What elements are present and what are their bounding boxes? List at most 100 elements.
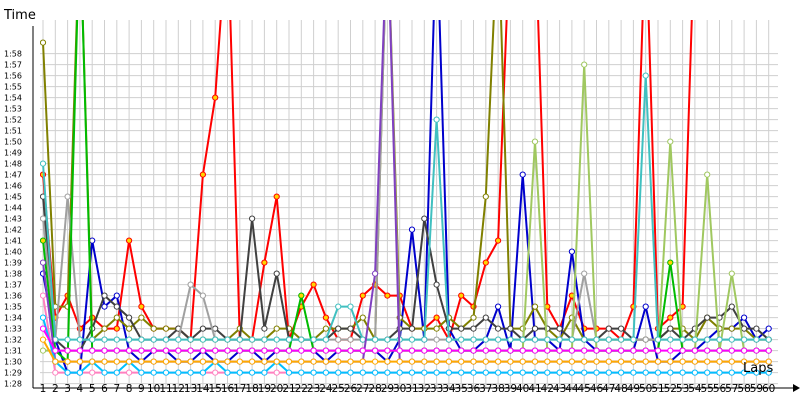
data-point xyxy=(495,358,502,365)
data-point xyxy=(89,336,96,343)
data-point xyxy=(310,369,317,376)
data-point xyxy=(322,347,329,354)
data-point xyxy=(741,336,748,343)
data-point xyxy=(519,347,526,354)
data-point xyxy=(322,369,329,376)
data-point xyxy=(679,358,686,365)
data-point xyxy=(224,336,231,343)
x-tick-label: 47 xyxy=(602,383,615,395)
data-point xyxy=(335,336,342,343)
data-point xyxy=(741,347,748,354)
data-point xyxy=(236,336,243,343)
data-point xyxy=(126,336,133,343)
data-point xyxy=(236,358,243,365)
data-point xyxy=(568,336,576,343)
x-tick-label: 34 xyxy=(442,383,456,395)
data-point xyxy=(396,358,403,365)
data-point xyxy=(347,358,354,365)
data-point xyxy=(421,347,428,354)
y-axis-title: Time xyxy=(3,8,36,23)
data-point xyxy=(310,347,317,354)
x-tick-label: 43 xyxy=(553,383,566,395)
x-tick-label: 60 xyxy=(762,383,775,395)
data-point xyxy=(544,358,551,365)
x-tick-label: 22 xyxy=(295,383,308,395)
data-point xyxy=(76,358,84,365)
data-point xyxy=(396,369,403,376)
y-tick-label: 1:37 xyxy=(4,281,22,290)
data-point xyxy=(704,369,711,376)
data-point xyxy=(273,358,280,365)
data-point xyxy=(261,369,268,376)
x-tick-label: 14 xyxy=(196,383,210,395)
x-tick-label: 6 xyxy=(101,383,108,395)
x-tick-label: 38 xyxy=(491,383,504,395)
data-point xyxy=(433,369,440,376)
data-point xyxy=(52,369,59,376)
data-point xyxy=(113,292,120,299)
data-point xyxy=(581,358,588,365)
data-point xyxy=(482,369,489,376)
x-tick-label: 17 xyxy=(233,383,246,395)
data-point xyxy=(470,358,477,365)
data-point xyxy=(458,347,465,354)
data-point xyxy=(482,259,489,266)
data-point xyxy=(372,347,379,354)
data-point xyxy=(728,358,735,365)
data-point xyxy=(126,369,133,376)
data-point xyxy=(470,347,477,354)
data-point xyxy=(359,347,366,354)
data-point xyxy=(593,369,600,376)
data-point xyxy=(728,347,735,354)
y-tick-label: 1:57 xyxy=(4,61,22,70)
data-point xyxy=(691,336,699,343)
data-point xyxy=(531,138,539,145)
data-point xyxy=(716,336,723,343)
data-point xyxy=(273,336,280,343)
x-tick-label: 31 xyxy=(405,383,418,395)
data-point xyxy=(285,347,293,354)
data-point xyxy=(593,358,600,365)
data-point xyxy=(679,347,686,354)
data-point xyxy=(765,347,772,354)
data-point xyxy=(113,347,120,354)
data-point xyxy=(310,336,317,343)
data-point xyxy=(421,358,428,365)
data-point xyxy=(249,369,256,376)
data-point xyxy=(150,369,157,376)
data-point xyxy=(224,347,231,354)
data-point xyxy=(126,237,133,244)
data-point xyxy=(568,358,576,365)
y-tick-label: 1:46 xyxy=(4,182,22,191)
data-point xyxy=(691,369,699,376)
data-point xyxy=(89,237,96,244)
data-point xyxy=(630,347,637,354)
data-point xyxy=(40,259,47,266)
data-point xyxy=(138,358,145,365)
data-point xyxy=(64,193,71,200)
x-tick-label: 7 xyxy=(113,383,120,395)
data-point xyxy=(310,281,317,288)
x-tick-label: 48 xyxy=(614,383,627,395)
x-tick-label: 24 xyxy=(319,383,333,395)
data-point xyxy=(273,369,280,376)
data-point xyxy=(507,336,514,343)
y-tick-label: 1:50 xyxy=(4,138,22,147)
data-point xyxy=(40,336,47,343)
y-tick-label: 1:54 xyxy=(4,94,22,103)
data-point xyxy=(261,259,268,266)
y-tick-label: 1:42 xyxy=(4,226,22,235)
data-point xyxy=(162,347,170,354)
x-tick-label: 45 xyxy=(578,383,591,395)
data-point xyxy=(630,358,637,365)
data-point xyxy=(445,336,452,343)
data-point xyxy=(372,270,379,277)
data-point xyxy=(138,336,145,343)
data-point xyxy=(581,336,588,343)
data-point xyxy=(322,358,329,365)
data-point xyxy=(581,270,588,277)
data-point xyxy=(531,358,539,365)
x-tick-label: 2 xyxy=(52,383,59,395)
data-point xyxy=(495,336,502,343)
y-tick-label: 1:58 xyxy=(4,50,22,59)
